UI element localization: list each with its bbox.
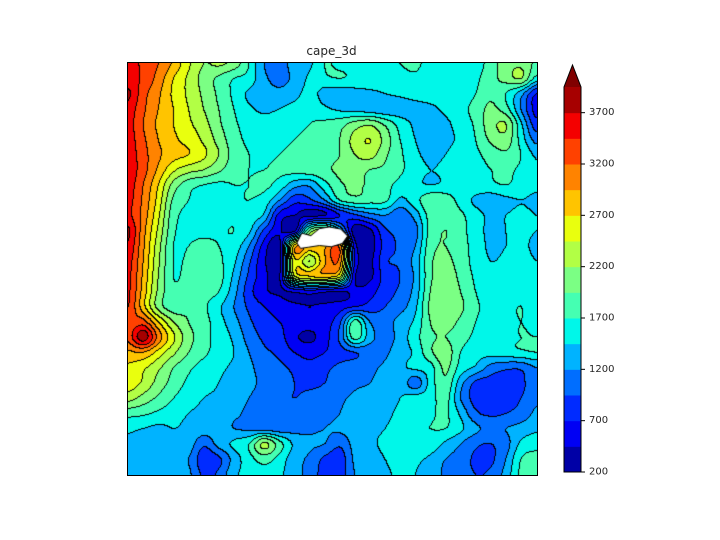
colorbar-over-arrow bbox=[564, 65, 581, 87]
colorbar-band bbox=[564, 266, 581, 293]
colorbar-band bbox=[564, 343, 581, 370]
colorbar: 200 700 1200 1700 2200 2700 3200 3700 bbox=[563, 63, 614, 478]
colorbar-band bbox=[564, 369, 581, 396]
colorbar-band bbox=[564, 138, 581, 165]
colorbar-tick-label: 2700 bbox=[589, 210, 614, 221]
colorbar-tick-label: 2200 bbox=[589, 261, 614, 272]
colorbar-outline bbox=[563, 63, 582, 473]
colorbar-band bbox=[564, 446, 581, 473]
colorbar-band bbox=[564, 241, 581, 268]
colorbar-tick-label: 700 bbox=[589, 415, 608, 426]
contour-plot bbox=[127, 62, 538, 476]
colorbar-band bbox=[564, 112, 581, 139]
colorbar-band bbox=[564, 189, 581, 216]
colorbar-tick-label: 200 bbox=[589, 467, 608, 478]
colorbar-band bbox=[564, 215, 581, 242]
colorbar-tick-label: 1200 bbox=[589, 364, 614, 375]
colorbar-band bbox=[564, 164, 581, 191]
colorbar-tick-label: 3200 bbox=[589, 159, 614, 170]
chart-title: cape_3d bbox=[306, 44, 357, 58]
colorbar-band bbox=[564, 318, 581, 345]
colorbar-band bbox=[564, 87, 581, 114]
colorbar-tick-label: 3700 bbox=[589, 107, 614, 118]
colorbar-band bbox=[564, 420, 581, 447]
colorbar-band bbox=[564, 395, 581, 422]
colorbar-band bbox=[564, 292, 581, 319]
colorbar-tick-label: 1700 bbox=[589, 313, 614, 324]
